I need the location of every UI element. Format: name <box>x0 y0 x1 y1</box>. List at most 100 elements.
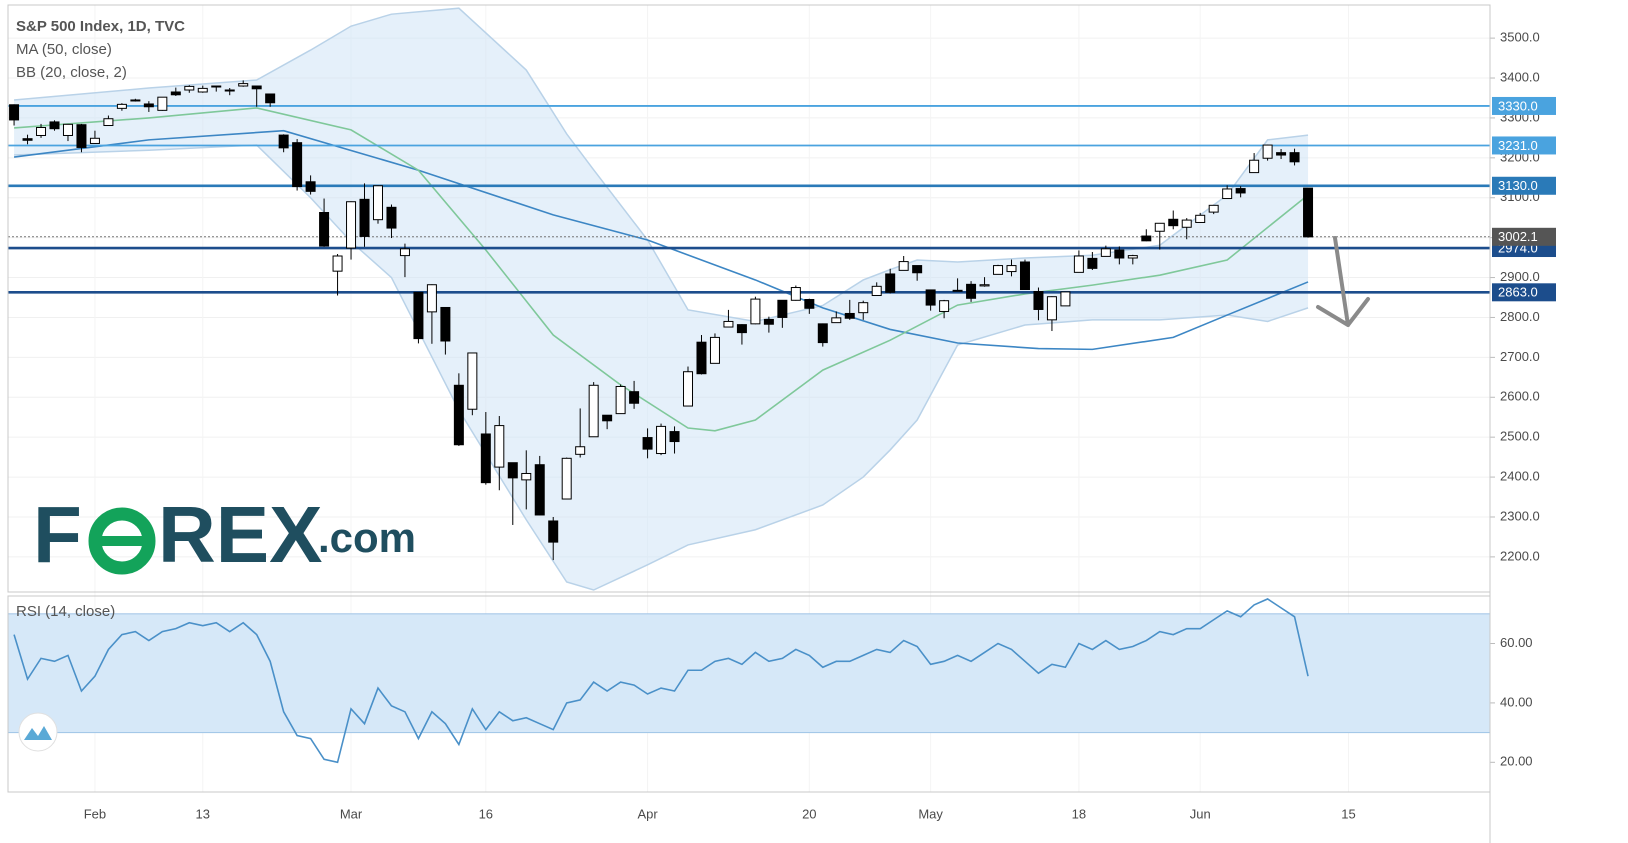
candle-body <box>871 285 882 297</box>
candle-body <box>709 336 720 364</box>
candle-body <box>1033 291 1044 310</box>
candle-body <box>966 283 977 299</box>
logo-text: REX <box>158 490 323 579</box>
band-fill <box>14 8 1309 590</box>
y-tick-label: 2400.0 <box>1500 469 1540 484</box>
x-tick-label: 15 <box>1341 806 1355 821</box>
candle-body <box>413 291 424 340</box>
indicator-line <box>14 107 1309 432</box>
candle-body <box>521 472 532 481</box>
candle-body <box>750 298 761 325</box>
candle-body <box>952 289 963 292</box>
candle-body <box>656 425 667 455</box>
candle-body <box>1222 188 1233 200</box>
candle-body <box>1276 152 1287 156</box>
candle-body <box>885 273 896 293</box>
candle-body <box>426 284 437 313</box>
candle-body <box>1249 159 1260 174</box>
candle-body <box>1046 296 1057 321</box>
candle-body <box>979 284 990 287</box>
tv-icon-glyph <box>24 726 52 740</box>
y-tick-label: 2800.0 <box>1500 309 1540 324</box>
y-tick-label: 3500.0 <box>1500 30 1540 45</box>
candle-body <box>1127 255 1138 259</box>
candle-body <box>1141 235 1152 242</box>
price-tag <box>1492 96 1556 115</box>
candle-body <box>777 299 788 318</box>
candle-body <box>1114 249 1125 259</box>
candle-body <box>89 137 100 144</box>
candle-body <box>278 134 289 149</box>
price-tag <box>1492 227 1556 246</box>
candle-body <box>9 104 20 121</box>
candle-body <box>575 446 586 455</box>
candle-body <box>103 118 114 127</box>
down-arrow <box>1316 236 1370 327</box>
candle-body <box>629 391 640 404</box>
logo-text: F <box>33 490 82 579</box>
candle-body <box>1019 261 1030 291</box>
price-tag-label: 2863.0 <box>1498 285 1538 300</box>
x-tick-label: 13 <box>196 806 210 821</box>
candle-body <box>588 384 599 438</box>
candle-body <box>993 265 1004 275</box>
candle-body <box>143 103 154 108</box>
y-tick-label: 2900.0 <box>1500 269 1540 284</box>
x-tick-label: Feb <box>84 806 106 821</box>
candle-body <box>319 212 330 247</box>
candle-body <box>1208 204 1219 213</box>
y-tick-label: 2300.0 <box>1500 508 1540 523</box>
rsi-pane <box>7 598 1495 764</box>
candle-body <box>116 103 127 109</box>
candle-body <box>1235 188 1246 194</box>
candle-body <box>211 85 222 88</box>
candle-body <box>467 352 478 410</box>
y-tick-label: 2500.0 <box>1500 429 1540 444</box>
candle-body <box>386 206 397 229</box>
y-tick-label: 2200.0 <box>1500 548 1540 563</box>
candle-body <box>831 317 842 324</box>
candle-body <box>197 87 208 93</box>
candle-body <box>372 185 383 221</box>
candle-body <box>1100 248 1111 257</box>
y-tick-label: 2700.0 <box>1500 349 1540 364</box>
candle-body <box>359 198 370 237</box>
candle-body <box>440 306 451 342</box>
x-tick-label: Jun <box>1190 806 1211 821</box>
candle-body <box>184 85 195 91</box>
candle-body <box>817 323 828 344</box>
indicator-legend: BB (20, close, 2) <box>16 64 127 81</box>
price-tag <box>1492 283 1556 302</box>
candle-body <box>494 425 505 468</box>
candle-body <box>265 93 276 104</box>
candle-body <box>1181 219 1192 228</box>
candle-body <box>1073 255 1084 273</box>
price-tag-label: 3002.1 <box>1498 229 1538 244</box>
candle-body <box>157 96 168 111</box>
candle-body <box>1195 214 1206 223</box>
rsi-line <box>13 598 1309 764</box>
candle-body <box>305 181 316 192</box>
candle-body <box>669 431 680 443</box>
x-tick-label: 20 <box>802 806 816 821</box>
candle-body <box>548 520 559 543</box>
candle-body <box>480 433 491 484</box>
chart-title: S&P 500 Index, 1D, TVC <box>16 18 185 35</box>
logo-text: .com <box>318 514 416 561</box>
candle-body <box>642 437 653 450</box>
candle-body <box>1154 222 1165 232</box>
candle-body <box>399 248 410 257</box>
candle-body <box>76 124 87 148</box>
candle-body <box>49 121 60 130</box>
candle-body <box>763 318 774 325</box>
candle-body <box>898 261 909 271</box>
candle-body <box>346 201 357 249</box>
candle-body <box>804 298 815 309</box>
candle-body <box>939 300 950 312</box>
candle-body <box>1303 187 1314 238</box>
y-tick-label: 20.00 <box>1500 754 1533 769</box>
candle-body <box>1006 265 1017 273</box>
x-tick-label: 16 <box>479 806 493 821</box>
price-tag-label: 3231.0 <box>1498 138 1538 153</box>
